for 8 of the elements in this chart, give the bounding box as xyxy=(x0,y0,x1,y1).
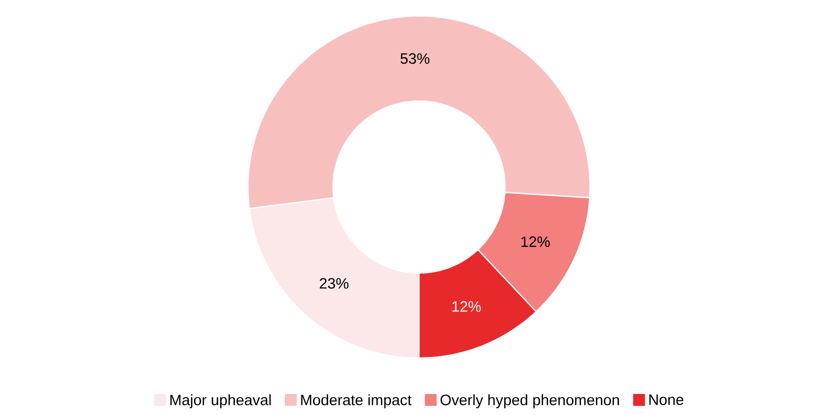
data-label: 12% xyxy=(521,236,550,247)
legend-label: None xyxy=(649,394,684,406)
data-label: 12% xyxy=(452,301,481,312)
legend-label: Major upheaval xyxy=(170,394,271,408)
data-label: 53% xyxy=(400,53,430,64)
legend-label: Overly hyped phenomenon xyxy=(440,394,619,408)
legend-label: Moderate impact xyxy=(301,394,412,408)
data-label: 23% xyxy=(320,278,348,289)
